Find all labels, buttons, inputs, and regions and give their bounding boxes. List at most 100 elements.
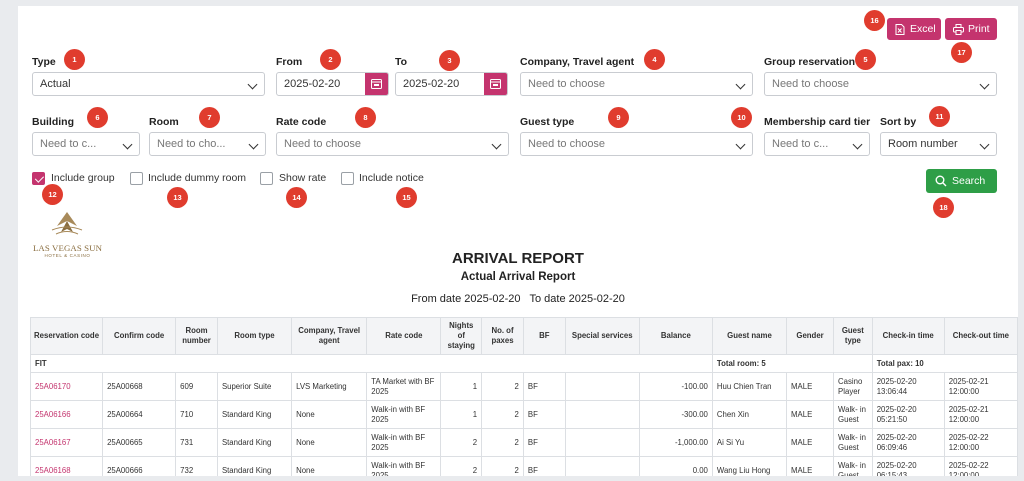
table-cell: None <box>291 400 368 429</box>
badge-2: 2 <box>320 49 341 70</box>
room-select[interactable]: Need to cho... <box>149 132 266 156</box>
sort-by-select[interactable]: Room number <box>880 132 997 156</box>
from-date-input[interactable]: 2025-02-20 <box>276 72 389 96</box>
table-cell: None <box>291 456 368 476</box>
printer-icon <box>953 24 964 35</box>
table-cell: MALE <box>786 456 835 476</box>
badge-18: 18 <box>933 197 954 218</box>
sun-logo-icon <box>51 212 83 235</box>
chevron-down-icon <box>735 139 746 150</box>
include-notice-label[interactable]: Include notice <box>359 172 424 184</box>
table-cell: Chen Xin <box>711 400 788 429</box>
table-cell: TA Market with BF 2025 <box>366 372 442 401</box>
chevron-down-icon <box>735 79 746 90</box>
guest-type-select[interactable]: Need to choose <box>520 132 753 156</box>
search-label: Search <box>952 175 986 187</box>
table-cell: Huu Chien Tran <box>711 372 788 401</box>
company-select[interactable]: Need to choose <box>520 72 753 96</box>
to-date-input[interactable]: 2025-02-20 <box>395 72 508 96</box>
include-group-checkbox[interactable] <box>32 172 45 185</box>
reservation-code-link[interactable]: 25A06167 <box>29 428 104 457</box>
badge-7: 7 <box>199 107 220 128</box>
membership-tier-select[interactable]: Need to c... <box>764 132 870 156</box>
search-icon <box>935 175 947 187</box>
sort-by-label: Sort by <box>880 116 917 128</box>
print-button[interactable]: Print <box>945 18 997 40</box>
badge-4: 4 <box>644 49 665 70</box>
show-rate-checkbox[interactable] <box>260 172 273 185</box>
badge-6: 6 <box>87 107 108 128</box>
table-row: 25A06168 25A00666 732 Standard King None… <box>29 456 1018 476</box>
badge-8: 8 <box>355 107 376 128</box>
table-cell: None <box>291 428 368 457</box>
reservation-code-link[interactable]: 25A06168 <box>29 456 104 476</box>
badge-1: 1 <box>64 49 85 70</box>
badge-11: 11 <box>929 106 950 127</box>
include-dummy-room-checkbox[interactable] <box>130 172 143 185</box>
table-cell: 25A00668 <box>102 372 177 401</box>
table-cell: 1 <box>440 372 483 401</box>
show-rate-label[interactable]: Show rate <box>279 172 327 184</box>
type-label: Type <box>32 56 56 68</box>
sort-by-value: Room number <box>888 138 958 150</box>
table-cell: Walk- in Guest <box>833 400 873 429</box>
chevron-down-icon <box>491 139 502 150</box>
table-cell: 609 <box>175 372 218 401</box>
table-cell: Ai Si Yu <box>711 428 788 457</box>
table-cell: Walk-in with BF 2025 <box>366 400 442 429</box>
chevron-down-icon <box>122 139 133 150</box>
table-cell: Superior Suite <box>216 372 293 401</box>
table-cell <box>564 400 640 429</box>
table-row: 25A06170 25A00668 609 Superior Suite LVS… <box>29 372 1018 401</box>
rate-code-label: Rate code <box>276 116 327 128</box>
table-cell: MALE <box>786 428 835 457</box>
table-cell: 2 <box>481 400 524 429</box>
table-cell: Walk-in with BF 2025 <box>366 456 442 476</box>
table-cell: 2 <box>481 456 524 476</box>
include-notice-checkbox[interactable] <box>341 172 354 185</box>
col-header: BF <box>522 317 566 355</box>
badge-13: 13 <box>167 187 188 208</box>
table-cell: 2025-02-22 12:00:00 <box>943 428 1018 457</box>
chevron-down-icon <box>247 79 258 90</box>
group-reservation-select[interactable]: Need to choose <box>764 72 997 96</box>
rate-code-select[interactable]: Need to choose <box>276 132 509 156</box>
table-cell: 2 <box>440 456 483 476</box>
report-date-range: From date 2025-02-20 To date 2025-02-20 <box>411 293 625 305</box>
reservation-code-link[interactable]: 25A06166 <box>29 400 104 429</box>
table-cell: Casino Player <box>833 372 873 401</box>
reservation-code-link[interactable]: 25A06170 <box>29 372 104 401</box>
table-row: 25A06167 25A00665 731 Standard King None… <box>29 428 1018 457</box>
include-group-label[interactable]: Include group <box>51 172 115 184</box>
table-cell: -300.00 <box>638 400 713 429</box>
room-placeholder: Need to cho... <box>157 138 226 150</box>
include-dummy-room-label[interactable]: Include dummy room <box>148 172 247 184</box>
table-row: 25A06166 25A00664 710 Standard King None… <box>29 400 1018 429</box>
badge-12: 12 <box>42 184 63 205</box>
calendar-icon[interactable] <box>484 73 507 95</box>
logo-subtext: HOTEL & CASINO <box>44 253 91 258</box>
col-header: Nights of staying <box>440 317 483 355</box>
to-label: To <box>395 56 408 68</box>
report-subtitle: Actual Arrival Report <box>460 271 576 283</box>
table-cell: Standard King <box>216 456 293 476</box>
building-select[interactable]: Need to c... <box>32 132 140 156</box>
badge-9: 9 <box>608 107 629 128</box>
calendar-icon[interactable] <box>365 73 388 95</box>
badge-3: 3 <box>439 50 460 71</box>
col-header: Check-in time <box>871 317 945 355</box>
building-label: Building <box>32 116 74 128</box>
group-total-room: Total room: 5 <box>711 354 873 373</box>
excel-label: Excel <box>910 23 936 35</box>
search-button[interactable]: Search <box>926 169 997 193</box>
excel-file-icon <box>895 24 905 35</box>
table-cell <box>564 456 640 476</box>
table-cell: Walk-in with BF 2025 <box>366 428 442 457</box>
excel-button[interactable]: Excel <box>887 18 941 40</box>
table-cell: 2025-02-20 05:21:50 <box>871 400 945 429</box>
group-reservation-label: Group reservation <box>764 56 856 68</box>
company-label: Company, Travel agent <box>520 56 635 68</box>
report-title: ARRIVAL REPORT <box>452 250 584 267</box>
type-select[interactable]: Actual <box>32 72 265 96</box>
building-placeholder: Need to c... <box>40 138 97 150</box>
